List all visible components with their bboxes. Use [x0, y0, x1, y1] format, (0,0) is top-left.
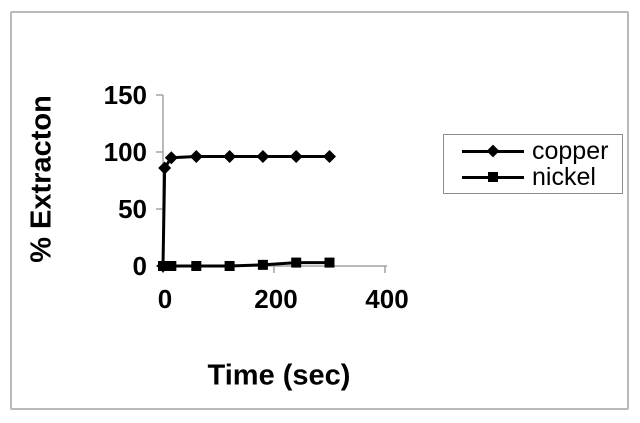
copper-marker — [189, 150, 203, 164]
nickel-line-sample — [462, 170, 524, 185]
y-tick-label: 50 — [118, 194, 147, 224]
legend-item-copper: copper — [462, 138, 622, 164]
y-tick-label: 0 — [133, 251, 147, 281]
copper-marker — [323, 150, 336, 164]
copper-marker — [164, 151, 178, 165]
chart-frame — [10, 11, 629, 410]
copper-marker — [289, 150, 303, 164]
legend: copper nickel — [443, 134, 623, 194]
nickel-marker — [158, 261, 168, 271]
nickel-marker — [191, 261, 202, 271]
x-tick-label: 0 — [158, 284, 172, 314]
y-tick-label: 150 — [104, 80, 147, 110]
nickel-marker — [166, 261, 177, 271]
copper-diamond-marker-icon — [486, 144, 500, 158]
nickel-square-marker-icon — [488, 172, 498, 182]
x-tick-label: 200 — [254, 284, 297, 314]
legend-label-nickel: nickel — [532, 162, 596, 191]
x-tick-label: 400 — [365, 284, 408, 314]
copper-marker — [256, 150, 270, 164]
nickel-marker — [291, 257, 302, 268]
copper-marker — [223, 150, 237, 164]
nickel-marker — [257, 259, 268, 270]
copper-marker — [158, 161, 172, 175]
y-tick-label: 100 — [104, 137, 147, 167]
series-line-copper — [161, 155, 330, 267]
y-axis-title: % Extracton — [25, 95, 58, 263]
x-axis-title: Time (sec) — [207, 359, 351, 392]
legend-item-nickel: nickel — [462, 164, 622, 190]
copper-line-sample — [462, 144, 524, 159]
legend-label-copper: copper — [532, 136, 609, 165]
nickel-marker — [324, 257, 335, 268]
nickel-marker — [224, 261, 235, 271]
